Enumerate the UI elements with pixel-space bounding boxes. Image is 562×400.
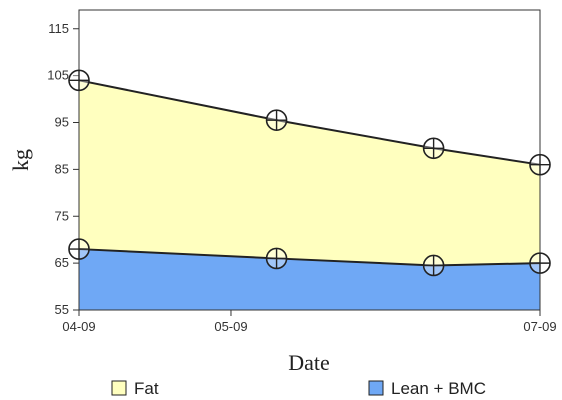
y-tick-label-105: 105 — [47, 68, 69, 83]
area-lean-bmc — [79, 249, 540, 310]
x-tick-label-04-09: 04-09 — [62, 319, 95, 334]
marker-total-0 — [68, 69, 90, 92]
line-lean-bmc — [78, 248, 541, 267]
chart-areas — [78, 79, 541, 310]
legend-label-fat: Fat — [134, 379, 159, 398]
x-axis-title: Date — [288, 350, 330, 375]
chart-axes: 55 65 75 85 95 105 115 04-09 05-09 07-09 — [47, 9, 557, 334]
y-tick-label-75: 75 — [55, 208, 69, 223]
area-fat — [79, 80, 540, 266]
legend-swatch-lean — [368, 380, 384, 396]
y-axis-title: kg — [8, 149, 33, 171]
marker-lean-0 — [68, 238, 90, 260]
x-tick-label-05-09: 05-09 — [214, 319, 247, 334]
legend-label-lean: Lean + BMC — [391, 379, 486, 398]
y-tick-label-95: 95 — [55, 115, 69, 130]
legend-swatch-fat — [111, 380, 127, 396]
legend: Fat Lean + BMC — [111, 379, 486, 398]
marker-total-2 — [422, 137, 445, 160]
line-total — [78, 79, 541, 166]
y-tick-label-115: 115 — [48, 21, 69, 36]
y-tick-label-65: 65 — [55, 255, 69, 270]
marker-total-3 — [529, 153, 551, 176]
marker-lean-3 — [529, 252, 551, 274]
marker-lean-1 — [265, 247, 288, 270]
y-tick-label-85: 85 — [55, 161, 69, 176]
marker-lean-2 — [422, 254, 445, 277]
x-tick-label-07-09: 07-09 — [523, 319, 556, 334]
chart-markers — [68, 69, 551, 277]
marker-total-1 — [265, 109, 288, 131]
y-tick-label-55: 55 — [55, 302, 69, 317]
